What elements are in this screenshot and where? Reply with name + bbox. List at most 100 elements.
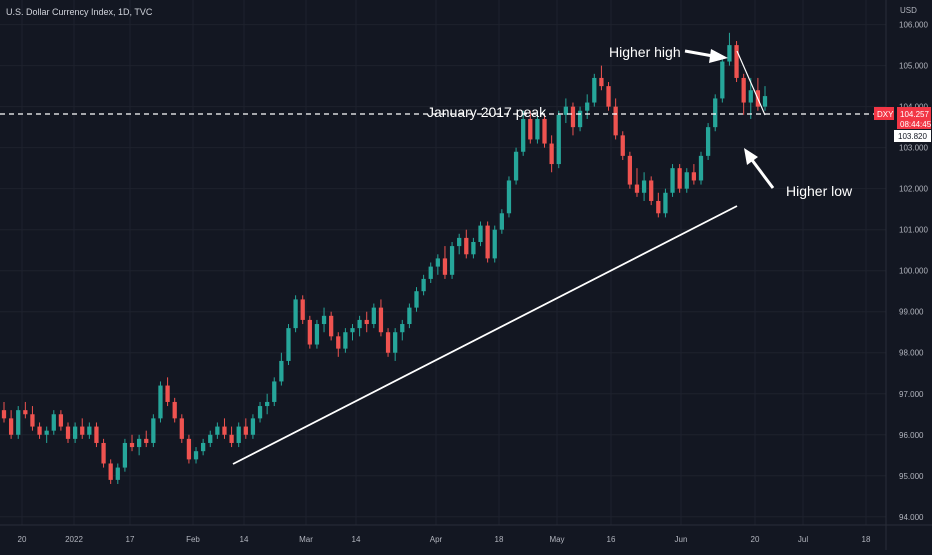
candle	[286, 324, 291, 366]
price-axis[interactable]: 94.000 95.000 96.000 97.000 98.000 99.000 100.…	[899, 21, 928, 522]
candle	[499, 209, 504, 234]
candle	[414, 287, 419, 312]
y-tick-label: 98.000	[899, 349, 924, 358]
x-tick-label: 18	[862, 535, 871, 544]
support-trendline[interactable]	[232, 205, 738, 465]
candle	[627, 151, 633, 189]
candle	[513, 147, 519, 185]
candle	[762, 86, 768, 111]
candle	[748, 77, 753, 119]
candle	[179, 414, 184, 443]
candle	[449, 241, 455, 279]
x-tick-label: 14	[352, 535, 361, 544]
candle	[649, 176, 654, 206]
candle	[634, 168, 640, 197]
y-tick-label: 102.000	[899, 185, 928, 194]
higher-low-annotation: Higher low	[786, 183, 853, 199]
candle	[94, 422, 99, 448]
candle	[321, 307, 327, 333]
x-tick-label: Mar	[299, 535, 313, 544]
candle	[364, 311, 369, 333]
candle	[606, 82, 611, 111]
candle	[23, 401, 28, 419]
candle	[720, 57, 725, 103]
candle	[535, 114, 540, 144]
candle	[698, 151, 704, 185]
x-tick-label: 18	[495, 535, 504, 544]
y-tick-label: 105.000	[899, 62, 928, 71]
candle	[16, 406, 21, 439]
candle	[272, 377, 277, 407]
candle	[80, 418, 85, 439]
y-tick-label: 95.000	[899, 472, 924, 481]
candle	[250, 414, 256, 439]
candle	[492, 225, 497, 263]
symbol-title[interactable]: U.S. Dollar Currency Index, 1D, TVC	[6, 7, 153, 17]
x-tick-label: Feb	[186, 535, 200, 544]
x-tick-label: 17	[126, 535, 135, 544]
candle	[734, 41, 739, 83]
candle	[521, 110, 526, 156]
candle	[393, 328, 398, 361]
candle	[186, 434, 192, 464]
candle	[115, 463, 120, 484]
candle	[471, 237, 476, 259]
candle	[670, 164, 675, 197]
candle	[122, 438, 128, 472]
candle	[506, 176, 512, 218]
time-axis[interactable]: 20 2022 17 Feb 14 Mar 14 Apr 18 May 16 Jun 20 Jul 18	[18, 535, 871, 544]
candle	[556, 110, 561, 169]
higher-high-arrow-icon	[684, 49, 728, 63]
x-tick-label: May	[549, 535, 564, 544]
candle	[165, 377, 170, 407]
y-tick-label: 97.000	[899, 390, 924, 399]
x-tick-label: 20	[751, 535, 760, 544]
candle	[144, 430, 149, 448]
level-badge: 103.820	[894, 130, 931, 142]
candle	[8, 410, 14, 439]
x-tick-label: 20	[18, 535, 27, 544]
candle	[343, 328, 348, 353]
candle	[528, 110, 533, 144]
x-tick-label: Apr	[430, 535, 443, 544]
candle	[229, 426, 234, 448]
candle	[350, 324, 355, 341]
candle	[457, 233, 462, 255]
x-tick-label: 14	[240, 535, 249, 544]
currency-label: USD	[900, 6, 917, 15]
candle	[570, 102, 576, 136]
candle	[400, 319, 405, 341]
candle	[307, 315, 312, 349]
candle	[215, 422, 220, 439]
candle	[599, 65, 604, 91]
candle	[58, 410, 64, 431]
candle	[172, 397, 177, 423]
candle	[314, 319, 320, 349]
y-tick-label: 103.000	[899, 144, 928, 153]
x-tick-label: Jun	[675, 535, 688, 544]
candle	[279, 352, 284, 386]
candle	[428, 262, 433, 284]
candle	[201, 438, 206, 456]
candle	[684, 168, 689, 193]
candle	[65, 422, 71, 443]
candle	[613, 98, 618, 140]
candle	[136, 434, 142, 456]
candle	[378, 299, 384, 337]
level-badge-text: 103.820	[898, 132, 927, 141]
candle	[300, 295, 305, 325]
candle	[620, 131, 625, 160]
badge-price: 104.257	[900, 110, 929, 119]
candle	[208, 430, 213, 448]
y-tick-label: 94.000	[899, 513, 924, 522]
candle	[87, 422, 92, 439]
candle	[108, 459, 113, 484]
candle	[577, 106, 583, 132]
y-tick-label: 99.000	[899, 308, 924, 317]
candle	[158, 381, 163, 423]
y-tick-label: 106.000	[899, 21, 928, 30]
downtrend-line[interactable]	[736, 50, 766, 116]
candle	[592, 73, 597, 107]
